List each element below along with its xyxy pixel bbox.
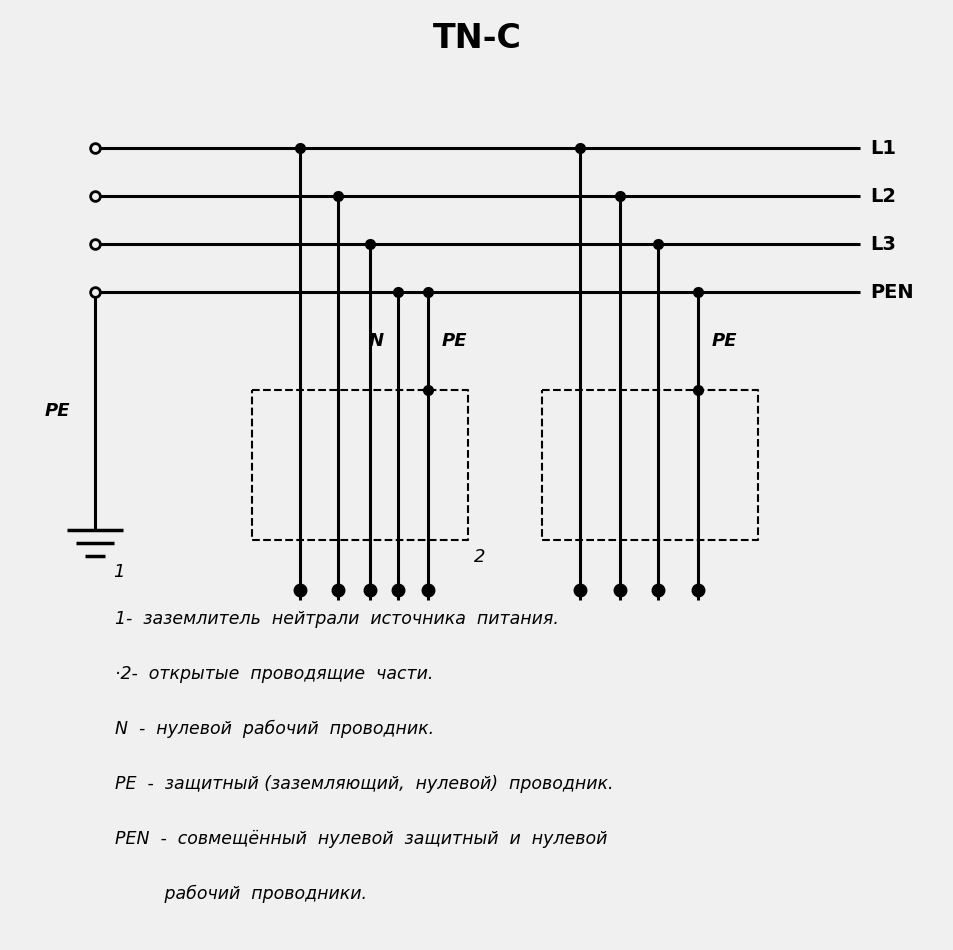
Text: N: N [369, 332, 384, 350]
Text: PE: PE [44, 402, 70, 420]
Text: PEN  -  совмещённый  нулевой  защитный  и  нулевой: PEN - совмещённый нулевой защитный и нул… [115, 830, 607, 848]
Text: PEN: PEN [869, 282, 913, 301]
Text: 2: 2 [474, 548, 485, 566]
Text: 1: 1 [112, 563, 125, 581]
Text: L1: L1 [869, 139, 895, 158]
Text: PE: PE [441, 332, 467, 350]
Text: TN-C: TN-C [432, 22, 521, 54]
Text: N  -  нулевой  рабочий  проводник.: N - нулевой рабочий проводник. [115, 720, 434, 738]
Text: PE  -  защитный (заземляющий,  нулевой)  проводник.: PE - защитный (заземляющий, нулевой) про… [115, 775, 613, 793]
Text: L2: L2 [869, 186, 895, 205]
Text: 1-  заземлитель  нейтрали  источника  питания.: 1- заземлитель нейтрали источника питани… [115, 610, 558, 628]
Text: рабочий  проводники.: рабочий проводники. [115, 885, 367, 903]
Text: ·2-  открытые  проводящие  части.: ·2- открытые проводящие части. [115, 665, 433, 683]
Text: L3: L3 [869, 235, 895, 254]
Text: PE: PE [711, 332, 737, 350]
